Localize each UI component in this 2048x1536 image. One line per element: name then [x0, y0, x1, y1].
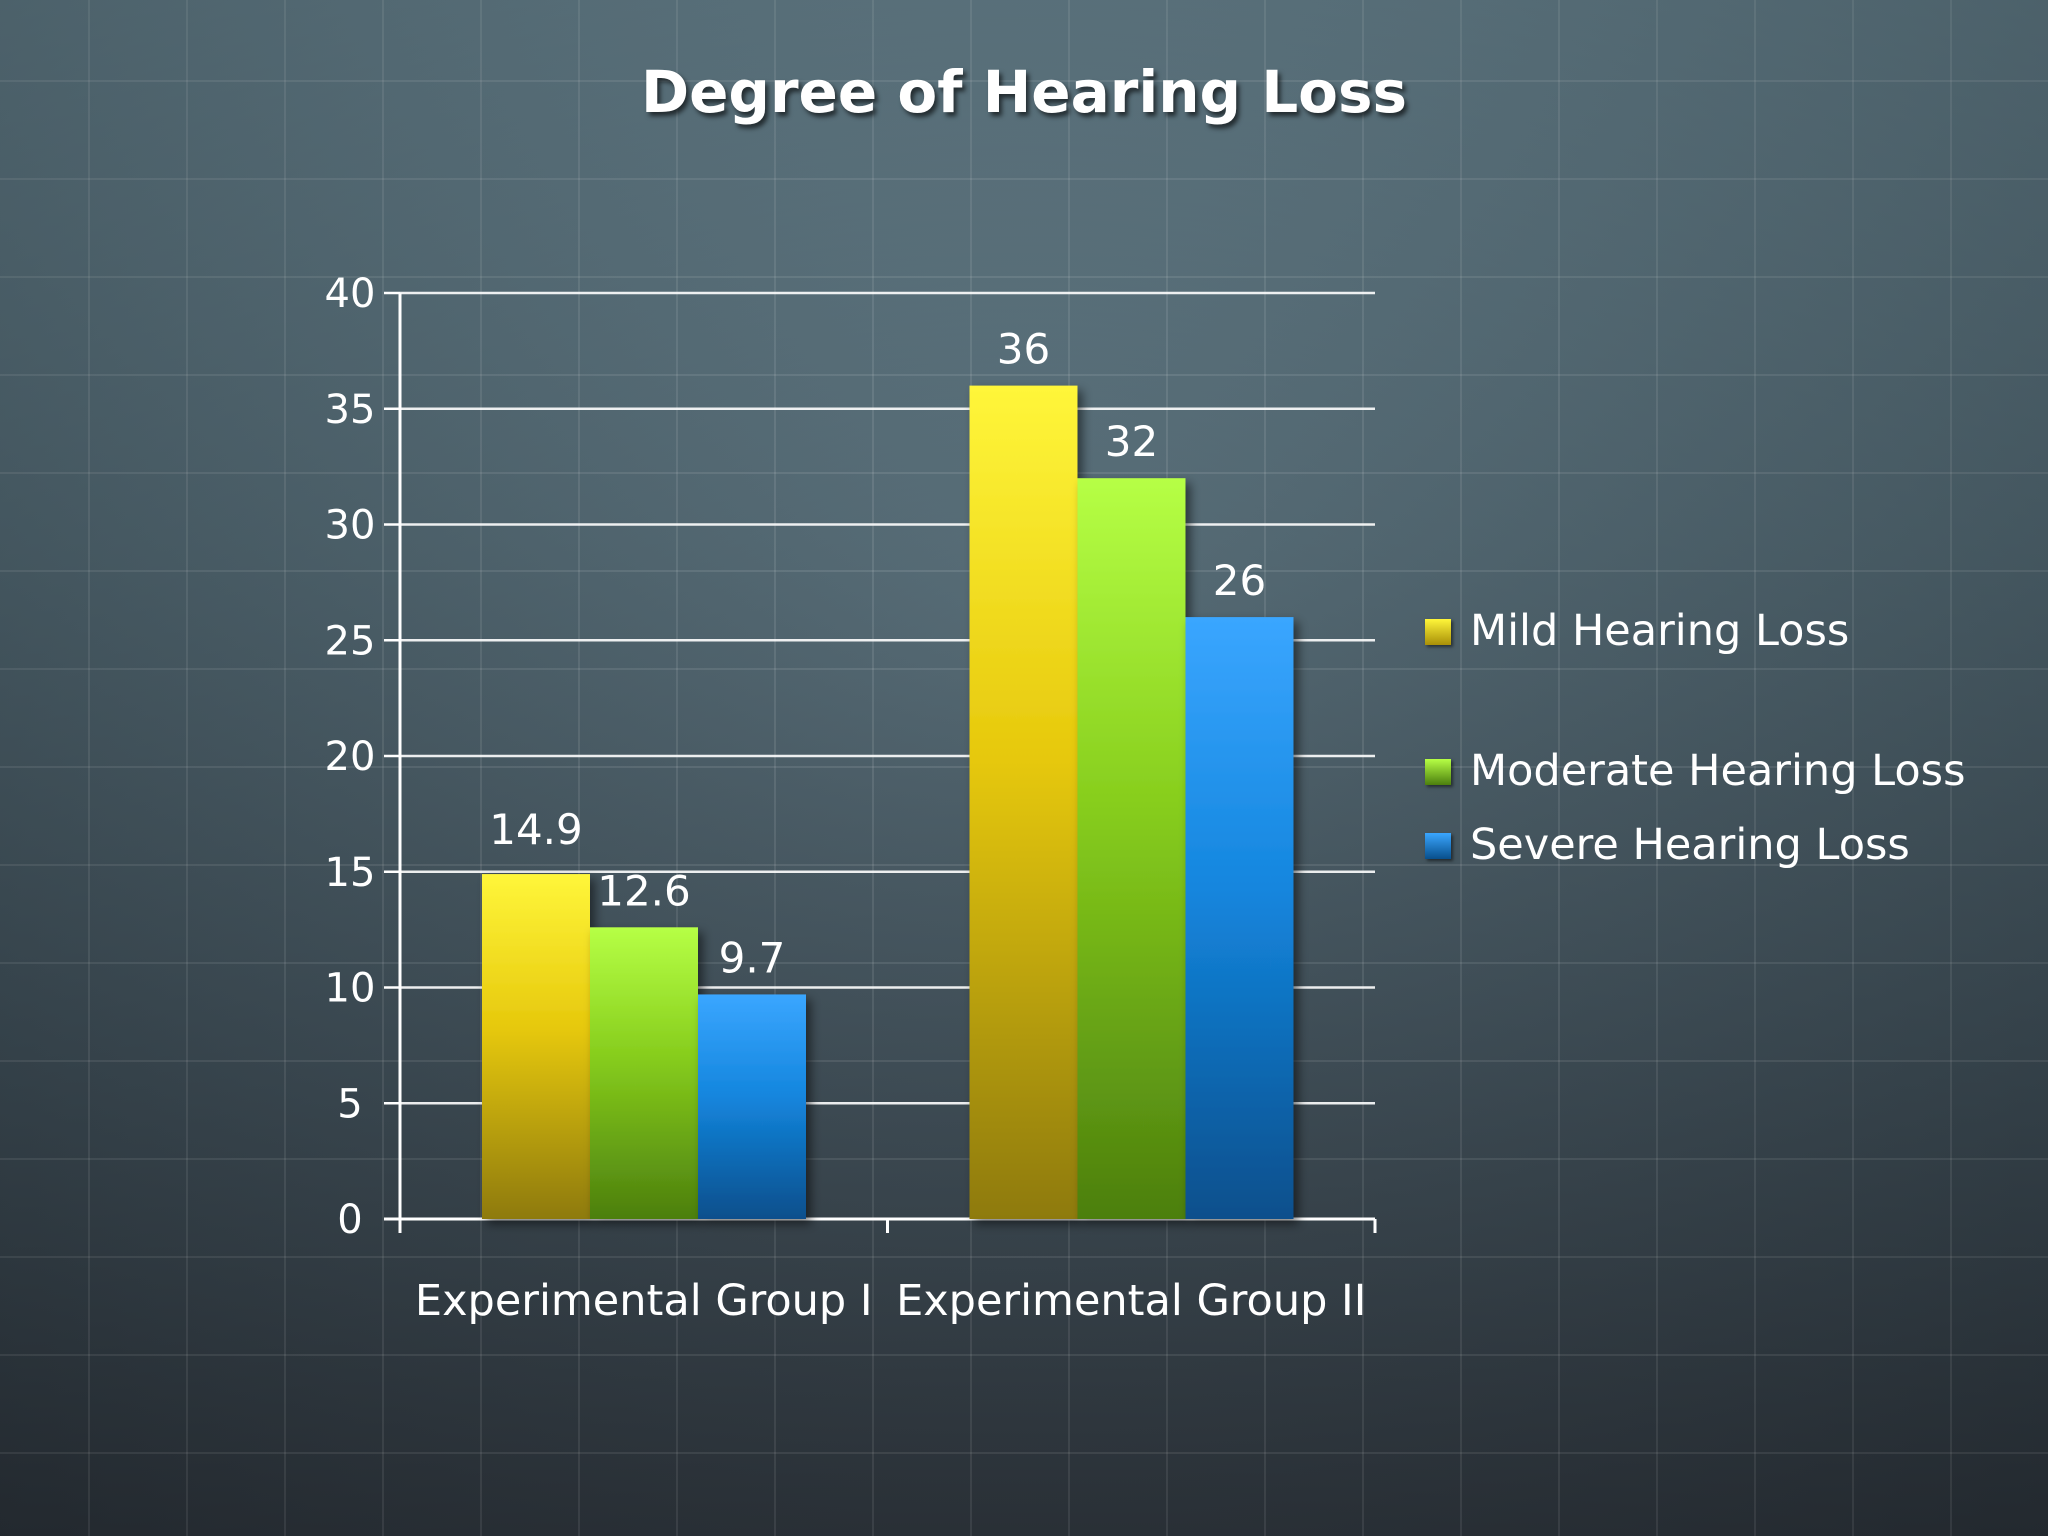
data-label: 12.6: [597, 866, 691, 915]
data-label: 36: [997, 325, 1050, 374]
bar: [969, 385, 1078, 1220]
bar: [1077, 478, 1186, 1219]
y-tick-label: 10: [325, 966, 376, 1012]
legend-swatch-moderate: [1425, 759, 1451, 785]
legend-label-severe: Severe Hearing Loss: [1470, 820, 1910, 870]
legend-swatch-mild: [1425, 619, 1451, 645]
y-tick-label: 40: [325, 271, 376, 317]
y-tick-label: 20: [325, 734, 376, 780]
legend-swatch-severe: [1425, 833, 1451, 859]
bar: [698, 994, 806, 1219]
y-tick-label: 25: [325, 618, 376, 664]
chart-title: Degree of Hearing Loss: [640, 58, 1408, 126]
legend-label-mild: Mild Hearing Loss: [1470, 606, 1850, 656]
x-category-label: Experimental Group I: [415, 1276, 873, 1326]
y-tick-label: 35: [325, 387, 376, 433]
labels: 0 5 10 15 20 25 30 35 40 14.9 12.6 9.7 Experimental …: [325, 271, 1367, 1326]
bar: [482, 874, 590, 1219]
legend: Mild Hearing Loss Moderate Hearing Loss …: [1425, 600, 1985, 888]
y-tick-label: 0: [337, 1197, 362, 1243]
data-label: 9.7: [719, 933, 786, 982]
legend-item-mild: Mild Hearing Loss: [1425, 600, 1985, 662]
x-category-label: Experimental Group II: [896, 1276, 1366, 1326]
legend-label-moderate: Moderate Hearing Loss: [1470, 746, 1966, 796]
y-tick-label: 30: [325, 503, 376, 549]
data-label: 14.9: [489, 805, 583, 854]
legend-item-severe: Severe Hearing Loss: [1425, 814, 1985, 876]
bars: [482, 385, 1294, 1220]
bar: [1185, 617, 1294, 1219]
bar: [590, 927, 698, 1219]
data-label: 32: [1105, 417, 1158, 466]
legend-item-moderate: Moderate Hearing Loss: [1425, 740, 1985, 802]
y-tick-label: 5: [337, 1081, 362, 1127]
data-label: 26: [1213, 556, 1266, 605]
y-tick-label: 15: [325, 850, 376, 896]
